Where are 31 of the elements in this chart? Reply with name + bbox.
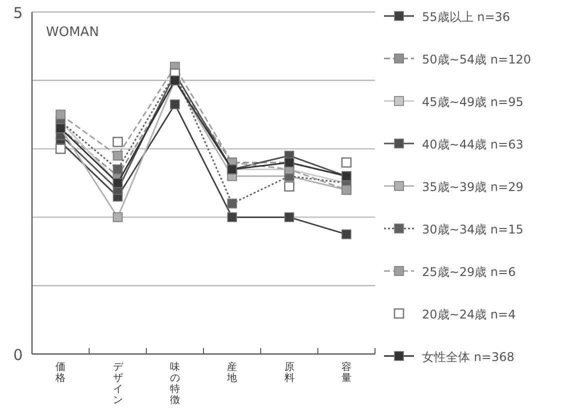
x-tick-label: デザイン bbox=[112, 362, 124, 406]
point bbox=[284, 181, 294, 192]
legend-label: 30歳~34歳 n=15 bbox=[422, 222, 524, 236]
y-tick-label: 0 bbox=[13, 346, 23, 364]
point bbox=[227, 198, 237, 208]
legend-label: 40歳~44歳 n=63 bbox=[422, 138, 524, 152]
legend-label: 25歳~29歳 n=6 bbox=[422, 265, 516, 279]
legend-label: 20歳~24歳 n=4 bbox=[422, 308, 516, 322]
x-tick-label: 原料 bbox=[284, 362, 294, 384]
legend-label: 45歳~49歳 n=95 bbox=[422, 95, 524, 109]
legend-label: 50歳~54歳 n=120 bbox=[422, 52, 531, 66]
point bbox=[112, 150, 123, 161]
point bbox=[227, 212, 237, 222]
text: WOMAN bbox=[46, 25, 99, 40]
point bbox=[56, 110, 66, 120]
y-tick-label: 5 bbox=[13, 4, 23, 22]
x-tick-label: 産地 bbox=[226, 361, 238, 384]
point bbox=[284, 212, 294, 222]
point bbox=[112, 212, 123, 222]
point bbox=[170, 99, 180, 110]
legend-label: 35歳~39歳 n=29 bbox=[422, 180, 524, 194]
point bbox=[112, 164, 123, 174]
x-tick-label: 容量 bbox=[341, 361, 352, 384]
point bbox=[341, 157, 352, 168]
point bbox=[55, 144, 66, 154]
x-tick-label: 味の特徴 bbox=[170, 361, 180, 406]
legend-label: 女性全体 n=368 bbox=[422, 350, 514, 364]
point bbox=[342, 229, 352, 240]
point bbox=[112, 136, 123, 148]
legend-label: 55歳以上 n=36 bbox=[422, 10, 510, 24]
x-tick-label: 価格 bbox=[54, 362, 66, 384]
